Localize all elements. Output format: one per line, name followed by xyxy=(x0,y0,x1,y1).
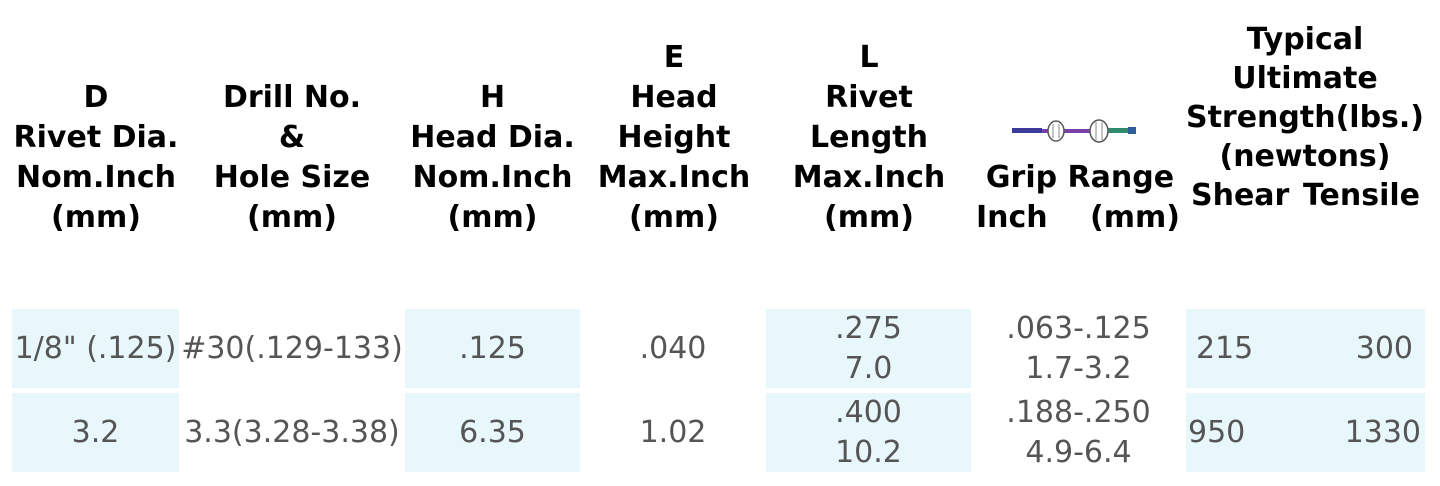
table-cell-length: .275 7.0 xyxy=(766,309,971,388)
table-cell-head-dia: 6.35 xyxy=(405,393,580,472)
header-tensile: Tensile xyxy=(1303,178,1420,213)
table-cell-strength: 215 300 xyxy=(1186,309,1425,388)
table-cell-head-height: .040 xyxy=(639,330,707,366)
rivet-illustration-icon xyxy=(1012,119,1136,143)
header-rivet-length: L Rivet Length Max.Inch (mm) xyxy=(792,40,946,235)
header-grip-range: Grip Range xyxy=(985,160,1175,195)
table-cell-drill: #30(.129-133) xyxy=(181,330,403,366)
header-grip-inch: Inch xyxy=(976,200,1048,235)
table-cell-strength: 950 1330 xyxy=(1186,393,1425,472)
table-cell-head-dia: .125 xyxy=(405,309,580,388)
header-rivet-dia: D Rivet Dia. Nom.Inch (mm) xyxy=(13,80,179,235)
header-strength: Typical Ultimate Strength(lbs.) (newtons… xyxy=(1185,22,1425,174)
header-drill-no: Drill No. & Hole Size (mm) xyxy=(213,80,371,235)
header-shear: Shear xyxy=(1191,178,1290,213)
table-cell-grip: .188-.250 4.9-6.4 xyxy=(1006,394,1151,470)
table-cell-rivet-dia: 1/8" (.125) xyxy=(12,309,179,388)
table-cell-head-height: 1.02 xyxy=(639,414,707,450)
table-cell-drill: 3.3(3.28-3.38) xyxy=(184,414,400,450)
header-head-dia: H Head Dia. Nom.Inch (mm) xyxy=(410,80,575,235)
header-head-height: E Head Height Max.Inch (mm) xyxy=(597,40,751,235)
header-grip-mm: (mm) xyxy=(1090,200,1180,235)
table-cell-length: .400 10.2 xyxy=(766,393,971,472)
table-cell-grip: .063-.125 1.7-3.2 xyxy=(1006,310,1151,386)
table-cell-rivet-dia: 3.2 xyxy=(12,393,179,472)
